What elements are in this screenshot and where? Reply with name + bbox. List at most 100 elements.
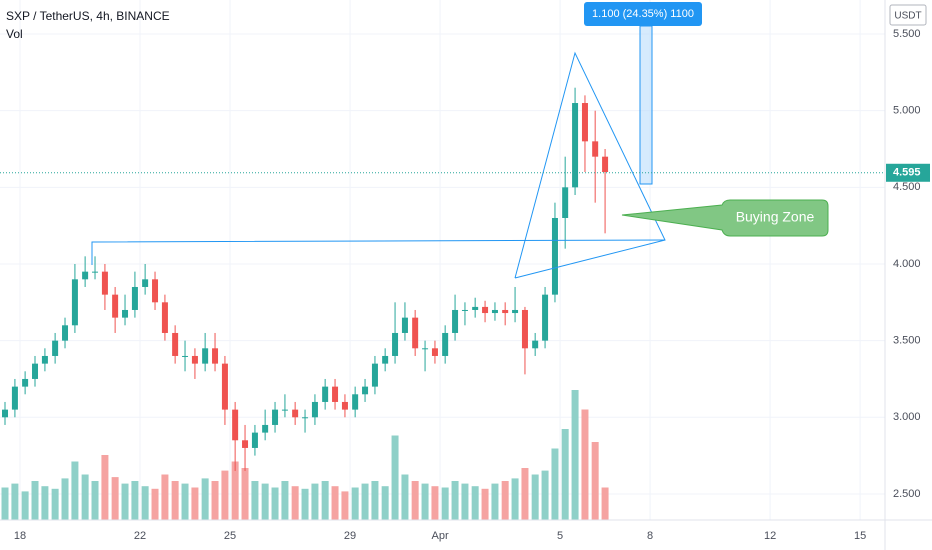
candle-body bbox=[332, 386, 339, 402]
candle-body bbox=[41, 355, 48, 364]
y-tick-label: 4.500 bbox=[893, 181, 921, 193]
x-tick-label: 8 bbox=[647, 530, 653, 542]
candle-body bbox=[431, 348, 438, 356]
candle-body bbox=[521, 309, 528, 349]
volume-bar bbox=[11, 483, 19, 520]
volume-bar bbox=[351, 487, 359, 520]
candle-body bbox=[101, 271, 108, 295]
volume-bar bbox=[121, 483, 129, 520]
volume-bar bbox=[401, 474, 409, 520]
candle-body bbox=[82, 271, 89, 280]
candle-body bbox=[502, 309, 509, 314]
x-tick-label: 22 bbox=[134, 530, 146, 542]
horizontal-line bbox=[91, 239, 666, 265]
candle-body bbox=[442, 332, 449, 356]
volume-bar bbox=[381, 486, 389, 520]
candle-body bbox=[251, 432, 258, 448]
volume-bar bbox=[261, 483, 269, 520]
y-tick-label: 3.000 bbox=[893, 411, 921, 423]
candle-body bbox=[311, 401, 318, 418]
x-tick-label: 12 bbox=[764, 530, 776, 542]
y-tick-label: 5.500 bbox=[893, 28, 921, 40]
volume-bar bbox=[251, 481, 259, 520]
volume-bar bbox=[221, 470, 229, 520]
volume-bar bbox=[1, 487, 9, 520]
x-tick-label: 18 bbox=[14, 530, 26, 542]
volume-bar bbox=[181, 483, 189, 520]
candle-body bbox=[182, 355, 189, 357]
volume-bar bbox=[531, 474, 539, 520]
measure-label: 1.100 (24.35%) 1100 bbox=[592, 8, 694, 20]
candle-body bbox=[472, 306, 479, 310]
volume-bar bbox=[451, 481, 459, 520]
candle-body bbox=[542, 294, 549, 341]
x-tick-label: 5 bbox=[557, 530, 563, 542]
candle-body bbox=[221, 363, 228, 410]
y-tick-label: 3.500 bbox=[893, 335, 921, 347]
y-tick-label: 5.000 bbox=[893, 105, 921, 117]
candle-body bbox=[452, 309, 459, 333]
candle-body bbox=[112, 294, 119, 318]
callout-text: Buying Zone bbox=[736, 209, 815, 225]
candle-body bbox=[341, 401, 348, 410]
volume-bar bbox=[51, 488, 59, 520]
candle-body bbox=[11, 386, 18, 410]
volume-bar bbox=[101, 455, 109, 520]
volume-bar bbox=[551, 448, 559, 520]
candle-body bbox=[352, 394, 359, 410]
volume-bar bbox=[541, 470, 549, 520]
volume-bar bbox=[41, 486, 49, 520]
candle-body bbox=[272, 409, 279, 425]
volume-bar bbox=[211, 481, 219, 520]
volume-bar bbox=[341, 491, 349, 520]
candle-body bbox=[172, 332, 179, 356]
volume-bar bbox=[571, 390, 579, 520]
x-tick-label: 15 bbox=[854, 530, 866, 542]
volume-bar bbox=[141, 486, 149, 520]
volume-bar bbox=[161, 474, 169, 520]
currency-box bbox=[889, 4, 927, 26]
volume-bar bbox=[361, 483, 369, 520]
currency: USDT bbox=[894, 11, 921, 22]
volume-bar bbox=[431, 486, 439, 520]
candle-body bbox=[262, 424, 269, 433]
candle-body bbox=[362, 386, 369, 395]
volume-bar bbox=[31, 481, 39, 520]
volume-bar bbox=[171, 481, 179, 520]
volume-bar bbox=[501, 481, 509, 520]
candle-body bbox=[322, 386, 329, 402]
candle-body bbox=[532, 340, 539, 349]
chart-title: SXP / TetherUS, 4h, BINANCE bbox=[6, 9, 170, 23]
callout bbox=[621, 199, 829, 237]
last-price-label: 4.595 bbox=[893, 167, 921, 179]
candle-body bbox=[2, 409, 9, 418]
candle-body bbox=[52, 340, 59, 356]
candle-body bbox=[191, 355, 198, 364]
candle-body bbox=[461, 309, 468, 311]
volume-bar bbox=[601, 487, 609, 520]
candle-body bbox=[232, 409, 239, 441]
volume-bar bbox=[61, 478, 69, 520]
volume-bar bbox=[241, 468, 249, 520]
volume-bar bbox=[471, 486, 479, 520]
candle-body bbox=[142, 279, 149, 287]
candle-layer bbox=[2, 87, 609, 471]
candle-body bbox=[62, 325, 69, 341]
candle-body bbox=[92, 271, 99, 273]
volume-bar bbox=[131, 481, 139, 520]
measure-box bbox=[584, 2, 702, 26]
candle-body bbox=[602, 156, 609, 173]
volume-bar bbox=[491, 483, 499, 520]
candle-body bbox=[71, 279, 78, 326]
volume-bar bbox=[81, 474, 89, 520]
volume-bar bbox=[331, 486, 339, 520]
candle-body bbox=[292, 409, 299, 418]
volume-bar bbox=[291, 486, 299, 520]
candle-body bbox=[592, 141, 599, 157]
candle-body bbox=[422, 348, 429, 350]
volume-bar bbox=[391, 435, 399, 520]
candle-body bbox=[32, 363, 39, 379]
volume-bar bbox=[371, 481, 379, 520]
x-tick-label: 25 bbox=[224, 530, 236, 542]
